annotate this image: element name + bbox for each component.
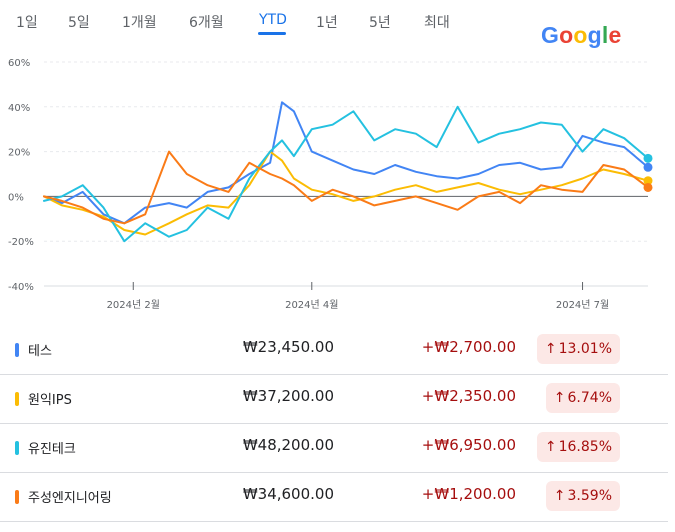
percent-change-badge: ↑ 3.59%	[545, 481, 620, 511]
y-tick-label: 40%	[8, 103, 30, 114]
x-tick-label: 2024년 7월	[556, 299, 609, 311]
stock-name: 테스	[28, 344, 52, 359]
series-end-dot-3	[643, 182, 653, 192]
tab-max[interactable]: 최대	[424, 15, 450, 31]
tab-1d[interactable]: 1일	[16, 15, 38, 31]
stock-price: ₩23,450.00	[242, 338, 334, 356]
series-color-marker	[15, 441, 19, 455]
series-end-dot-2	[643, 153, 653, 163]
stock-price: ₩48,200.00	[242, 436, 334, 454]
series-line-1	[43, 150, 649, 236]
y-tick-label: 60%	[8, 58, 30, 69]
logo-letter: o	[559, 22, 574, 48]
tab-6m[interactable]: 6개월	[189, 15, 224, 31]
percent-change: 3.59%	[567, 488, 612, 504]
series-color-marker	[15, 392, 19, 406]
active-tab-indicator	[258, 32, 286, 35]
tab-1m[interactable]: 1개월	[122, 15, 157, 31]
percent-change-badge: ↑ 6.74%	[545, 383, 620, 413]
stock-change: +₩2,350.00	[421, 387, 516, 405]
arrow-up-icon: ↑	[553, 488, 566, 504]
stock-comparison-chart: 60% 40% 20% 0% -20% -40% 2024년 2월 2024년 4월 2024년…	[8, 58, 653, 311]
series-line-3	[43, 150, 649, 225]
stock-row-jusung-engineering[interactable]: 주성엔지니어링 ₩34,600.00 +₩1,200.00 ↑ 3.59%	[0, 473, 668, 522]
stock-name: 원익IPS	[28, 393, 72, 408]
y-tick-label: -20%	[8, 237, 34, 248]
time-range-tabs: 1일 5일 1개월 6개월 YTD 1년 5년 최대	[0, 8, 520, 36]
google-logo: Google	[541, 22, 621, 49]
tab-ytd[interactable]: YTD	[259, 12, 287, 28]
stock-row-wonik-ips[interactable]: 원익IPS ₩37,200.00 +₩2,350.00 ↑ 6.74%	[0, 375, 668, 424]
y-tick-label: 20%	[8, 148, 30, 159]
series-color-marker	[15, 490, 19, 504]
y-tick-label: -40%	[8, 282, 34, 293]
percent-change: 13.01%	[558, 341, 612, 357]
stock-name: 주성엔지니어링	[28, 491, 112, 506]
tab-1y[interactable]: 1년	[316, 15, 338, 31]
stock-price: ₩37,200.00	[242, 387, 334, 405]
series-line-2	[43, 105, 649, 243]
x-tick-label: 2024년 2월	[107, 299, 160, 311]
logo-letter: G	[541, 22, 560, 48]
percent-change-badge: ↑ 13.01%	[536, 334, 620, 364]
stock-price: ₩34,600.00	[242, 485, 334, 503]
percent-change: 16.85%	[558, 439, 612, 455]
logo-letter: o	[573, 22, 588, 48]
stock-name: 유진테크	[28, 442, 76, 457]
percent-change: 6.74%	[567, 390, 612, 406]
stock-change: +₩1,200.00	[421, 485, 516, 503]
stock-change: +₩2,700.00	[421, 338, 516, 356]
tab-5y[interactable]: 5년	[369, 15, 391, 31]
stock-row-tes[interactable]: 테스 ₩23,450.00 +₩2,700.00 ↑ 13.01%	[0, 326, 668, 375]
arrow-up-icon: ↑	[544, 341, 557, 357]
arrow-up-icon: ↑	[544, 439, 557, 455]
series-end-dot-0	[643, 162, 653, 172]
stock-row-eugene-tech[interactable]: 유진테크 ₩48,200.00 +₩6,950.00 ↑ 16.85%	[0, 424, 668, 473]
tab-5d[interactable]: 5일	[68, 15, 90, 31]
arrow-up-icon: ↑	[553, 390, 566, 406]
series-color-marker	[15, 343, 19, 357]
logo-letter: e	[608, 22, 622, 48]
x-tick-label: 2024년 4월	[285, 299, 338, 311]
stock-change: +₩6,950.00	[421, 436, 516, 454]
logo-letter: l	[601, 22, 609, 48]
percent-change-badge: ↑ 16.85%	[536, 432, 620, 462]
logo-letter: g	[587, 22, 602, 48]
series-line-0	[43, 101, 649, 225]
series-end-dot-1	[643, 176, 653, 186]
y-tick-label: 0%	[8, 192, 24, 203]
